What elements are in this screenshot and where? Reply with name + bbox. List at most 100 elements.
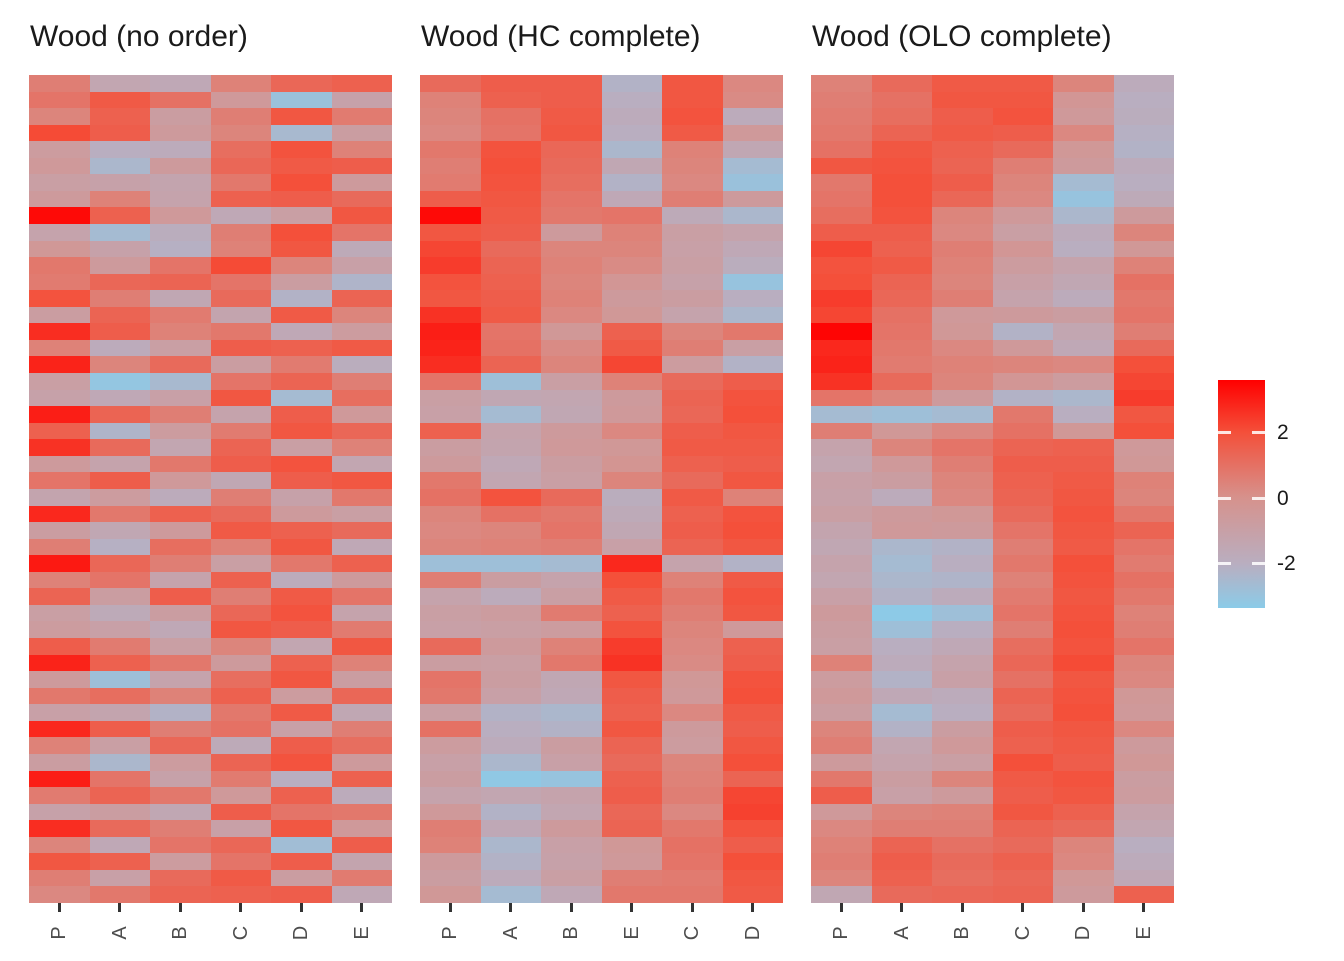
heatmap-cell: [89, 124, 150, 142]
heatmap-cell: [932, 803, 993, 821]
heatmap-cell: [662, 389, 723, 407]
heatmap-cell: [331, 406, 392, 423]
heatmap-cell: [871, 439, 932, 456]
heatmap-cell: [662, 488, 723, 506]
heatmap-cell: [932, 654, 993, 672]
heatmap-cell: [271, 803, 332, 821]
heatmap-cell: [1113, 389, 1174, 407]
heatmap-cell: [89, 406, 150, 423]
heatmap-cell: [271, 720, 332, 738]
heatmap-cell: [210, 455, 271, 473]
heatmap-cell: [331, 488, 392, 506]
heatmap-cell: [992, 323, 1053, 340]
heatmap-cell: [480, 455, 541, 473]
heatmap-cell: [29, 522, 90, 539]
heatmap-cell: [29, 820, 90, 837]
x-axis-tick: [118, 903, 122, 912]
heatmap-cell: [271, 869, 332, 887]
heatmap-cell: [150, 273, 211, 291]
heatmap-cell: [992, 406, 1053, 423]
heatmap-cell: [871, 257, 932, 274]
heatmap-cell: [271, 124, 332, 142]
heatmap-cell: [811, 389, 872, 407]
heatmap-cell: [271, 654, 332, 672]
heatmap-cell: [871, 836, 932, 854]
heatmap-cell: [992, 803, 1053, 821]
heatmap-cell: [89, 190, 150, 208]
heatmap-cell: [811, 306, 872, 324]
heatmap-cell: [662, 638, 723, 655]
heatmap-cell: [601, 505, 662, 523]
heatmap-cell: [601, 869, 662, 887]
heatmap-cell: [932, 555, 993, 572]
heatmap-cell: [29, 836, 90, 854]
heatmap-cell: [722, 803, 783, 821]
heatmap-cell: [210, 488, 271, 506]
x-axis-label: B: [951, 926, 974, 940]
heatmap-cell: [89, 356, 150, 373]
heatmap-cell: [932, 522, 993, 539]
heatmap-cell: [1053, 488, 1114, 506]
heatmap-cell: [480, 522, 541, 539]
x-axis-label: P: [439, 926, 462, 940]
heatmap-cell: [29, 455, 90, 473]
heatmap-cell: [1053, 422, 1114, 440]
heatmap-cell: [150, 223, 211, 241]
heatmap-cell: [811, 638, 872, 655]
heatmap-cell: [1053, 654, 1114, 672]
heatmap-cell: [1053, 339, 1114, 357]
heatmap-cell: [871, 472, 932, 489]
heatmap-cell: [601, 323, 662, 340]
heatmap-cell: [811, 406, 872, 423]
heatmap-cell: [811, 422, 872, 440]
heatmap-cell: [480, 207, 541, 224]
x-axis-label: P: [48, 926, 71, 940]
heatmap-cell: [1053, 141, 1114, 158]
heatmap-cell: [89, 306, 150, 324]
heatmap-cell: [811, 108, 872, 125]
heatmap-cell: [210, 190, 271, 208]
legend-tick-label: 2: [1277, 420, 1289, 444]
heatmap-cell: [722, 75, 783, 92]
heatmap-cell: [210, 306, 271, 324]
heatmap-cell: [992, 75, 1053, 92]
heatmap-cell: [722, 654, 783, 672]
heatmap-cell: [662, 505, 723, 523]
heatmap-cell: [1113, 654, 1174, 672]
heatmap-cell: [331, 472, 392, 489]
heatmap-cell: [29, 571, 90, 589]
heatmap-cell: [29, 753, 90, 771]
heatmap-cell: [480, 323, 541, 340]
heatmap-cell: [1053, 687, 1114, 705]
heatmap-cell: [150, 770, 211, 788]
heatmap-cell: [150, 555, 211, 572]
heatmap-cell: [541, 588, 602, 605]
heatmap-cell: [1053, 886, 1114, 903]
heatmap-cell: [811, 869, 872, 887]
heatmap-cell: [1053, 439, 1114, 456]
heatmap-cell: [722, 621, 783, 638]
heatmap-cell: [662, 737, 723, 754]
x-axis-label: A: [890, 926, 913, 940]
heatmap-cell: [29, 257, 90, 274]
heatmap-cell: [1113, 124, 1174, 142]
heatmap-cell: [871, 522, 932, 539]
heatmap-cell: [480, 555, 541, 572]
heatmap-cell: [271, 488, 332, 506]
heatmap-cell: [1053, 770, 1114, 788]
heatmap-cell: [480, 720, 541, 738]
heatmap-cell: [662, 555, 723, 572]
heatmap-cell: [150, 720, 211, 738]
x-axis-label: A: [499, 926, 522, 940]
heatmap-cell: [420, 787, 481, 804]
heatmap-cell: [89, 323, 150, 340]
heatmap-cell: [150, 174, 211, 191]
heatmap-cell: [420, 555, 481, 572]
heatmap-cell: [722, 455, 783, 473]
heatmap-cell: [811, 753, 872, 771]
heatmap-cell: [89, 91, 150, 109]
heatmap-cell: [541, 621, 602, 638]
heatmap-cell: [601, 886, 662, 903]
heatmap-cell: [811, 75, 872, 92]
heatmap-cell: [871, 869, 932, 887]
